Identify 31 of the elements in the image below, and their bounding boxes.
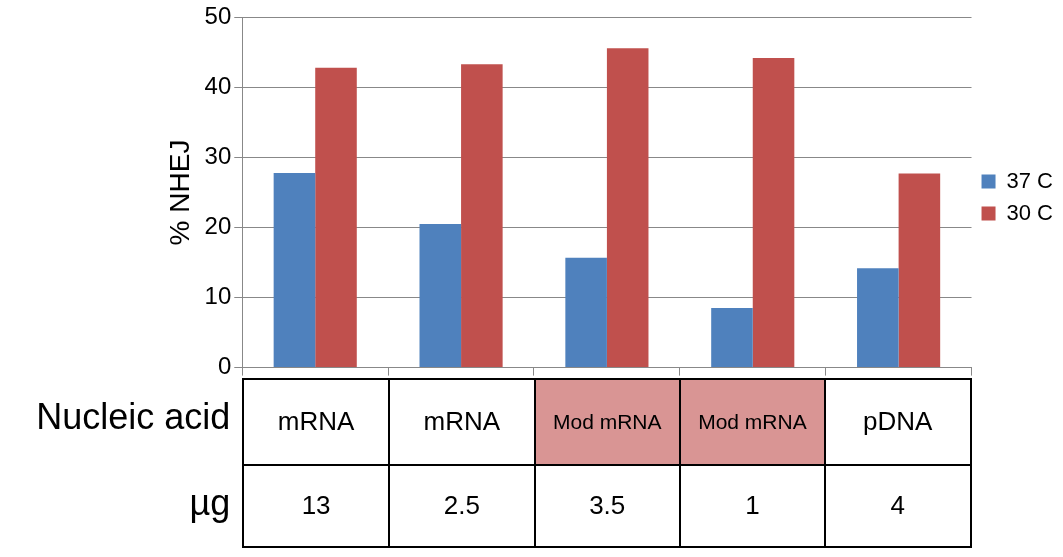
- text: Nucleic acid: [36, 395, 231, 438]
- x-tick-label: mRNA: [243, 378, 389, 465]
- bar: [461, 64, 503, 368]
- y-tick-label: 30: [204, 142, 232, 170]
- bar: [565, 257, 607, 368]
- y-tick-label: 20: [204, 212, 232, 240]
- bar: [857, 268, 899, 368]
- legend-label: 30 C: [1006, 199, 1054, 225]
- bar: [315, 67, 357, 368]
- legend-label: 37 C: [1006, 167, 1054, 193]
- bar: [898, 173, 941, 368]
- text: 3.5: [534, 464, 680, 547]
- y-tick-label: 40: [204, 72, 232, 100]
- bar: [273, 172, 316, 368]
- bar: [711, 308, 753, 368]
- y-tick-label: 10: [204, 282, 232, 310]
- text: 13: [243, 464, 389, 547]
- text: 1: [679, 464, 826, 547]
- x-tick-label: mRNA: [388, 378, 535, 465]
- text: 4: [825, 464, 971, 547]
- bar: [419, 224, 462, 368]
- y-tick-label: 0: [217, 352, 232, 380]
- highlighted-cell: Mod mRNA: [534, 378, 680, 465]
- bar: [752, 58, 795, 368]
- y-axis-title: % NHEJ: [163, 139, 195, 246]
- text: µg: [189, 481, 231, 524]
- y-tick-label: 50: [204, 2, 232, 30]
- highlighted-cell: Mod mRNA: [679, 378, 826, 465]
- bar: [606, 48, 649, 368]
- x-tick-label: pDNA: [825, 378, 971, 465]
- text: 2.5: [388, 464, 535, 547]
